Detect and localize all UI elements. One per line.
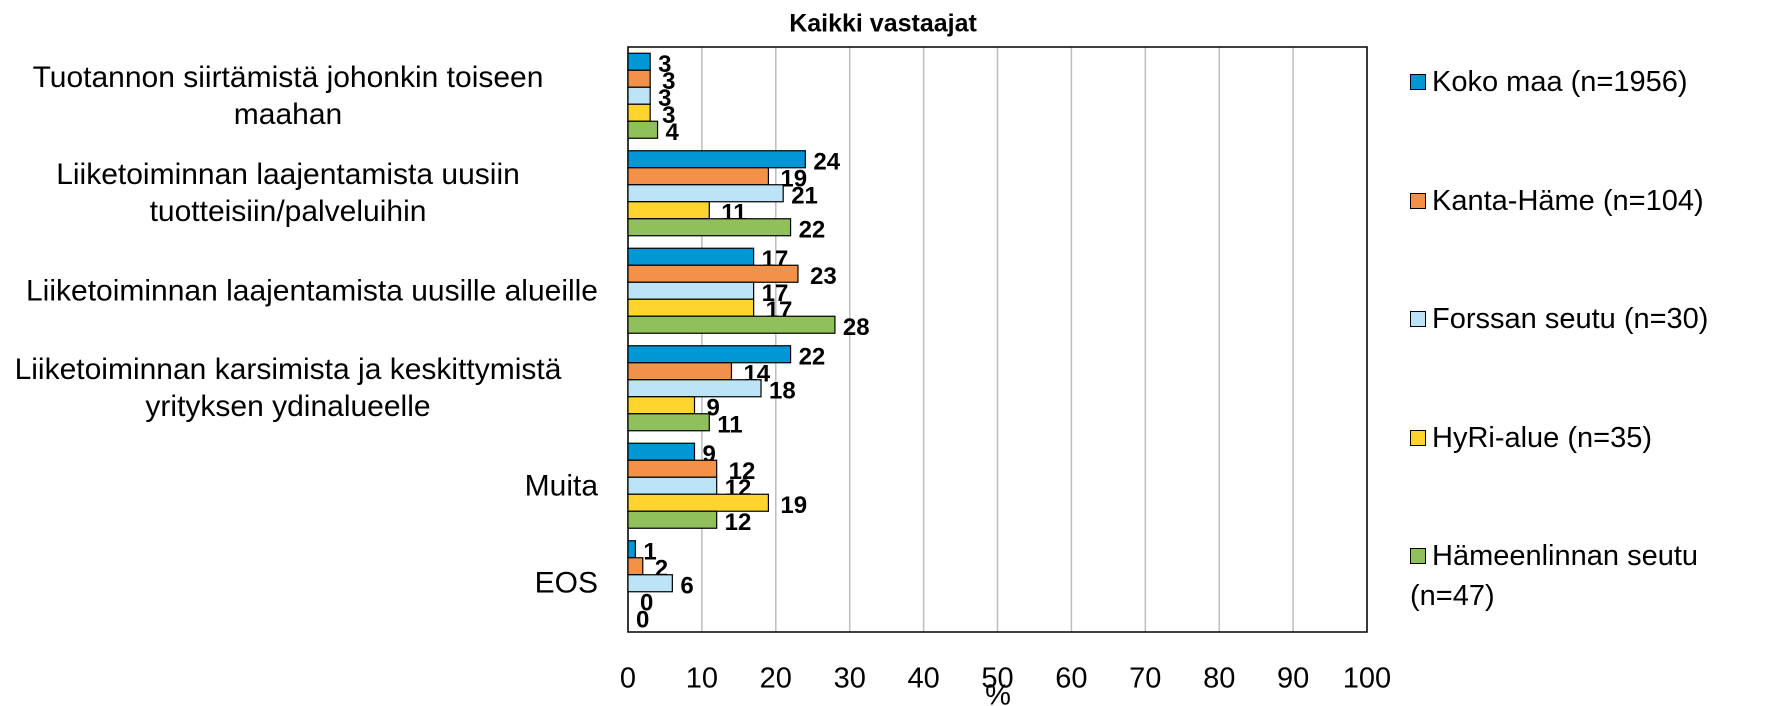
x-tick-label: 60	[1055, 663, 1087, 695]
x-tick-label: 40	[907, 663, 939, 695]
data-label: 4	[666, 119, 680, 146]
legend-item: Kanta-Häme (n=104)	[1410, 181, 1755, 221]
bar	[627, 184, 784, 203]
bar	[627, 396, 696, 415]
data-label: 12	[725, 509, 752, 536]
legend-label: Kanta-Häme (n=104)	[1432, 185, 1704, 217]
data-label: 1	[643, 539, 656, 566]
x-tick-label: 0	[620, 663, 636, 695]
bar	[627, 557, 644, 576]
category-text: Tuotannon siirtämistä johonkin toiseen m…	[32, 60, 544, 131]
category-text: Liiketoiminnan laajentamista uusiin tuot…	[56, 158, 520, 229]
data-label: 22	[799, 344, 826, 371]
bar	[627, 540, 636, 559]
data-label: 21	[791, 183, 818, 210]
category-label: Liiketoiminnan laajentamista uusiin tuot…	[0, 156, 598, 230]
legend-label: Koko maa (n=1956)	[1432, 66, 1688, 98]
chart-title: Kaikki vastaajat	[789, 10, 977, 38]
bar	[627, 120, 659, 139]
legend-label: Forssan seutu (n=30)	[1432, 303, 1709, 335]
x-axis-label: %	[985, 680, 1011, 706]
bar	[627, 574, 673, 593]
data-label: 18	[769, 378, 796, 405]
plot-border	[627, 46, 1368, 633]
bar	[627, 413, 710, 432]
legend-label: Hämeenlinnan seutu (n=47)	[1410, 540, 1699, 612]
legend-swatch	[1410, 430, 1426, 446]
bar	[627, 476, 718, 495]
data-label: 23	[810, 263, 837, 290]
bar	[627, 52, 651, 71]
data-label: 19	[780, 166, 807, 193]
category-label: Tuotannon siirtämistä johonkin toiseen m…	[0, 59, 598, 133]
bar	[627, 298, 755, 317]
data-label: 24	[813, 149, 840, 176]
legend-item: Forssan seutu (n=30)	[1410, 299, 1755, 339]
data-label: 3	[658, 85, 671, 112]
legend-swatch	[1410, 193, 1426, 209]
bar	[627, 150, 806, 169]
data-label: 12	[729, 458, 756, 485]
legend-item: Koko maa (n=1956)	[1410, 62, 1755, 102]
category-label: Liiketoiminnan laajentamista uusille alu…	[0, 272, 598, 309]
bar	[627, 362, 733, 381]
bar	[627, 218, 792, 237]
bar	[627, 201, 710, 220]
category-text: EOS	[534, 566, 598, 600]
data-label: 17	[762, 280, 789, 307]
bar	[627, 379, 762, 398]
data-label: 0	[636, 607, 649, 634]
legend-item: HyRi-alue (n=35)	[1410, 418, 1755, 458]
bar	[627, 167, 770, 186]
data-label: 19	[780, 492, 807, 519]
bar	[627, 315, 836, 334]
x-tick-label: 100	[1343, 663, 1391, 695]
legend-item: Hämeenlinnan seutu (n=47)	[1410, 536, 1755, 616]
category-label: Muita	[0, 467, 598, 504]
data-label: 22	[799, 217, 826, 244]
data-label: 6	[680, 573, 693, 600]
data-label: 3	[658, 51, 671, 78]
data-label: 3	[662, 102, 675, 129]
x-tick-label: 70	[1129, 663, 1161, 695]
bar	[627, 86, 651, 105]
category-text: Liiketoiminnan laajentamista uusille alu…	[26, 274, 598, 308]
bar	[627, 459, 718, 478]
x-tick-label: 30	[834, 663, 866, 695]
category-text: Liiketoiminnan karsimista ja keskittymis…	[14, 353, 562, 424]
data-label: 0	[640, 590, 653, 617]
bar	[627, 510, 718, 529]
x-tick-label: 80	[1203, 663, 1235, 695]
x-tick-label: 50	[981, 663, 1013, 695]
bar	[627, 103, 651, 122]
legend-swatch	[1410, 311, 1426, 327]
data-label: 3	[662, 68, 675, 95]
bar	[627, 442, 696, 461]
legend-label: HyRi-alue (n=35)	[1432, 422, 1653, 454]
x-tick-label: 90	[1277, 663, 1309, 695]
x-tick-label: 20	[760, 663, 792, 695]
bar	[627, 247, 755, 266]
legend-swatch	[1410, 74, 1426, 90]
data-label: 28	[843, 314, 870, 341]
bar	[627, 69, 651, 88]
category-label: EOS	[0, 565, 598, 602]
legend-swatch	[1410, 548, 1426, 564]
data-label: 11	[717, 412, 742, 439]
x-tick-label: 10	[686, 663, 718, 695]
bar	[627, 281, 755, 300]
category-label: Liiketoiminnan karsimista ja keskittymis…	[0, 351, 598, 425]
category-text: Muita	[524, 469, 598, 503]
